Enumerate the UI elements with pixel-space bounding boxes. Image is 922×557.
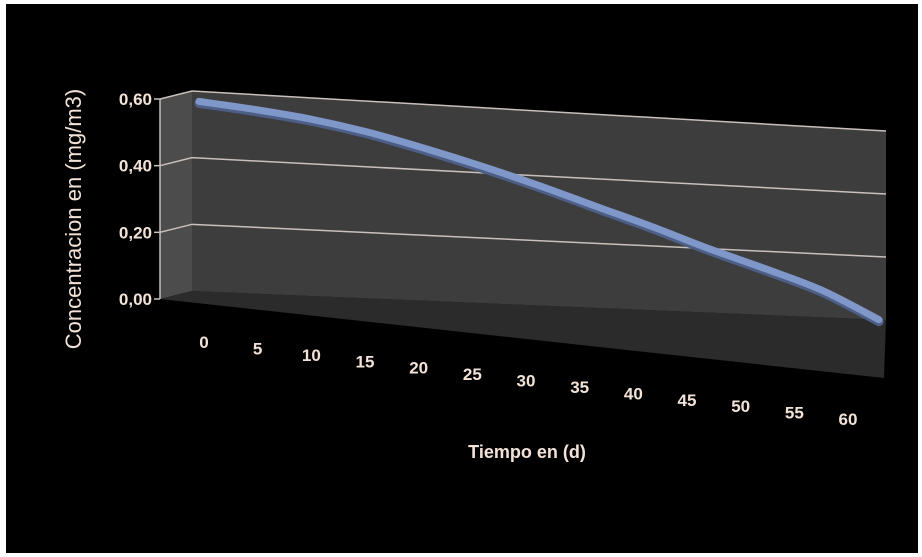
gridline xyxy=(159,90,887,132)
x-tick-label: 5 xyxy=(253,339,262,358)
x-tick-label: 10 xyxy=(302,346,321,365)
series-line xyxy=(195,97,883,324)
x-tick-label: 30 xyxy=(517,372,536,391)
x-tick-labels: 0 5 10 15 20 25 30 35 40 45 50 55 60 xyxy=(199,333,857,429)
x-tick-label: 45 xyxy=(678,391,697,410)
series-line-group xyxy=(194,97,884,327)
y-tick-labels: 0,00 0,20 0,40 0,60 xyxy=(119,90,152,309)
chart-side-wall xyxy=(160,91,192,299)
chart-back-wall xyxy=(192,91,886,320)
y-tick-label: 0,00 xyxy=(119,290,152,309)
x-tick-label: 25 xyxy=(463,365,482,384)
x-tick-label: 20 xyxy=(409,359,428,378)
chart-frame: 0,00 0,20 0,40 0,60 0 5 10 15 20 25 30 35 40 45 50 55 6… xyxy=(6,4,918,553)
y-tick-label: 0,40 xyxy=(119,157,152,176)
x-tick-label: 35 xyxy=(570,378,589,397)
x-tick-label: 0 xyxy=(199,333,208,352)
x-tick-label: 50 xyxy=(731,397,750,416)
x-tick-label: 15 xyxy=(356,352,375,371)
y-tick-label: 0,20 xyxy=(119,223,152,242)
gridline xyxy=(159,156,887,195)
x-tick-label: 40 xyxy=(624,384,643,403)
y-axis-title: Concentracion en (mg/m3) xyxy=(61,89,86,349)
y-tick-label: 0,60 xyxy=(119,90,152,109)
gridline xyxy=(159,223,887,258)
chart-floor xyxy=(160,291,886,378)
x-tick-label: 60 xyxy=(839,410,858,429)
x-tick-label: 55 xyxy=(785,404,804,423)
line-chart-3d: 0,00 0,20 0,40 0,60 0 5 10 15 20 25 30 35 40 45 50 55 6… xyxy=(61,89,887,462)
x-axis-title: Tiempo en (d) xyxy=(468,442,586,462)
gridlines xyxy=(154,90,887,300)
